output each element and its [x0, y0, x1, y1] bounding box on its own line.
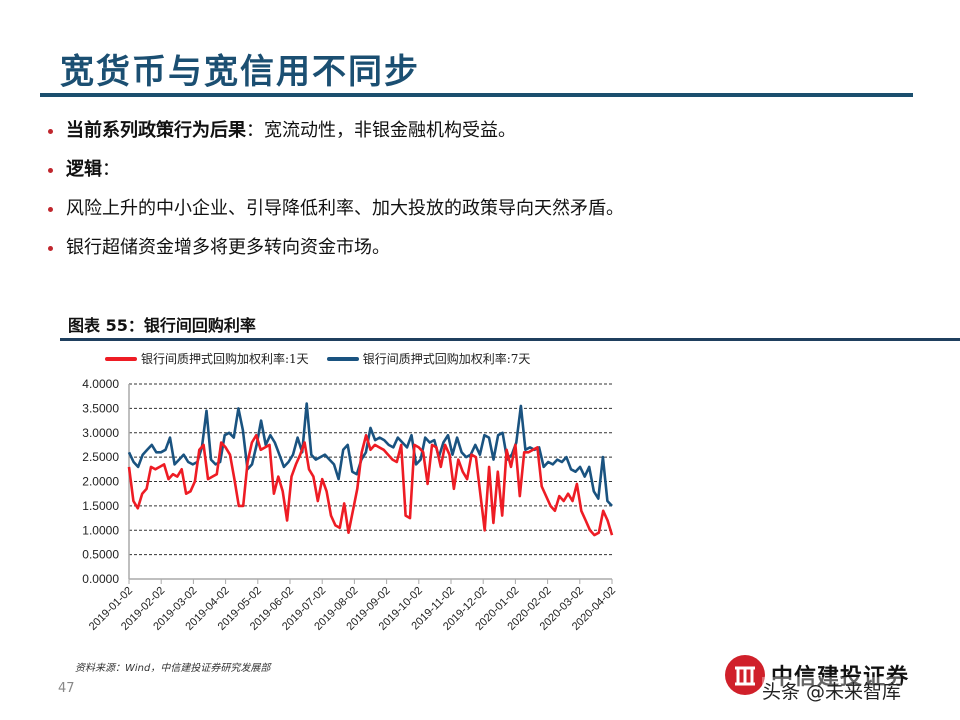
bullet-list: 当前系列政策行为后果：宽流动性，非银金融机构受益。 逻辑： 风险上升的中小企业、… [48, 116, 624, 272]
bullet-text: 银行超储资金增多将更多转向资金市场。 [66, 237, 390, 258]
svg-text:0.0000: 0.0000 [82, 572, 119, 586]
bullet-dot-icon [48, 207, 53, 212]
page-number: 47 [58, 681, 75, 696]
svg-text:1.5000: 1.5000 [82, 499, 119, 513]
line-chart: 0.0000 0.5000 1.0000 1.5000 2.0000 2.5000 3.00… [60, 370, 630, 650]
bullet-bold-label: 当前系列政策行为后果 [66, 120, 246, 141]
watermark: 头条 @未来智库 [762, 677, 902, 704]
legend-item-1d: 银行间质押式回购加权利率:1天 [105, 350, 309, 367]
bullet-item: 当前系列政策行为后果：宽流动性，非银金融机构受益。 [48, 116, 624, 155]
figure-divider [60, 338, 960, 341]
chart-canvas: 0.0000 0.5000 1.0000 1.5000 2.0000 2.5000 3.00… [82, 377, 618, 633]
svg-text:2.5000: 2.5000 [82, 450, 119, 464]
svg-text:2.0000: 2.0000 [82, 475, 119, 489]
legend-item-7d: 银行间质押式回购加权利率:7天 [326, 350, 531, 367]
bullet-bold-label: 逻辑 [66, 159, 102, 180]
figure-title: 图表 55：银行间回购利率 [68, 316, 256, 335]
legend-swatch-blue [326, 356, 359, 361]
bullet-item: 逻辑： [48, 155, 624, 194]
bullet-dot-icon [48, 129, 53, 134]
bullet-item: 风险上升的中小企业、引导降低利率、加大投放的政策导向天然矛盾。 [48, 194, 624, 233]
svg-text:0.5000: 0.5000 [82, 548, 119, 562]
bullet-item: 银行超储资金增多将更多转向资金市场。 [48, 233, 624, 272]
bullet-dot-icon [48, 246, 53, 251]
company-logo: 中信建投证券 [725, 655, 909, 695]
chart-legend: 银行间质押式回购加权利率:1天 银行间质押式回购加权利率:7天 [105, 350, 548, 367]
bullet-text: ：宽流动性，非银金融机构受益。 [246, 120, 516, 141]
legend-label: 银行间质押式回购加权利率:1天 [141, 352, 309, 366]
svg-text:3.0000: 3.0000 [82, 426, 119, 440]
svg-text:1.0000: 1.0000 [82, 523, 119, 537]
svg-text:4.0000: 4.0000 [82, 377, 119, 391]
title-divider [40, 93, 913, 97]
bullet-dot-icon [48, 168, 53, 173]
source-note: 资料来源：Wind，中信建投证券研究发展部 [75, 663, 271, 674]
bullet-text: 风险上升的中小企业、引导降低利率、加大投放的政策导向天然矛盾。 [66, 198, 624, 219]
legend-label: 银行间质押式回购加权利率:7天 [362, 352, 531, 366]
svg-text:3.5000: 3.5000 [82, 401, 119, 415]
logo-text: 中信建投证券 [771, 665, 910, 690]
slide-title: 宽货币与宽信用不同步 [60, 52, 420, 92]
legend-swatch-red [105, 356, 137, 361]
bullet-text: ： [102, 159, 120, 180]
logo-emblem-icon [725, 655, 765, 695]
